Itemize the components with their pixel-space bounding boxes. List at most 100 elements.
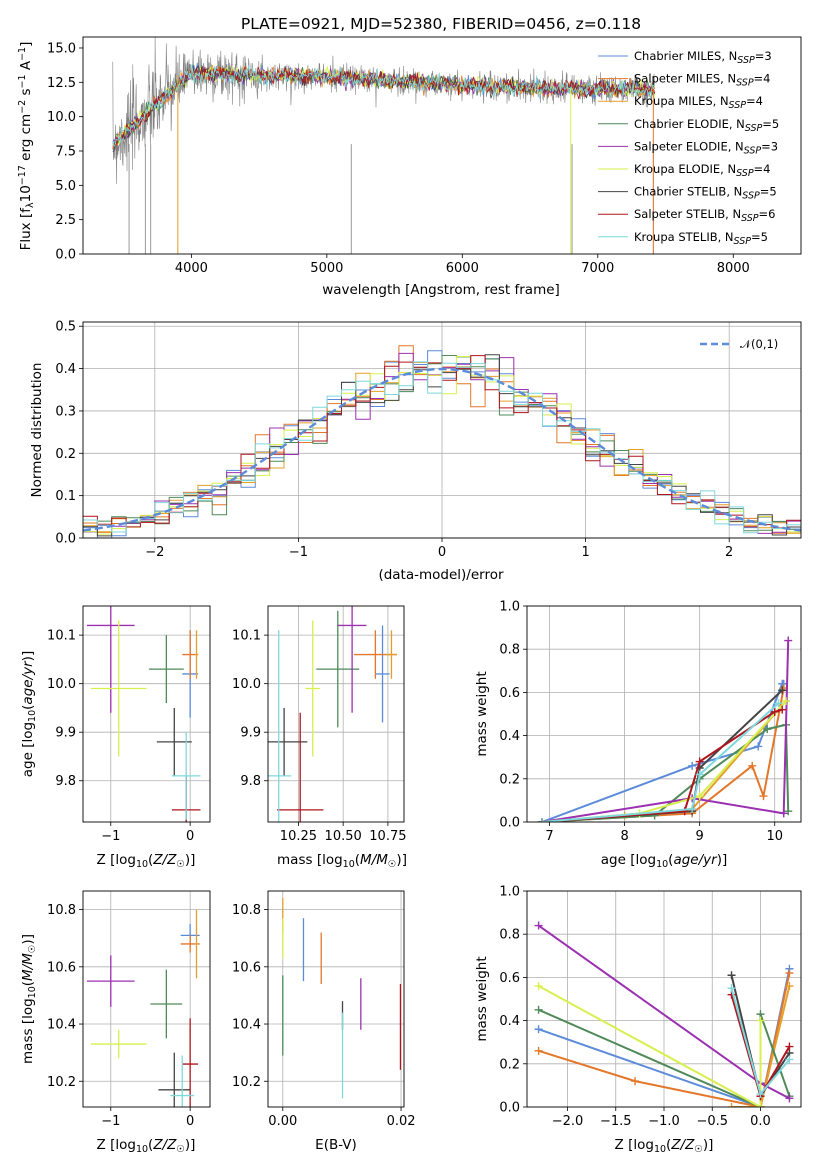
axes-frame [267, 605, 405, 823]
weight-line [731, 985, 791, 1107]
axes-frame [82, 36, 802, 255]
legend-label-kroupa_miles: Kroupa MILES, NSSP=4 [634, 94, 763, 111]
weight-marker [781, 697, 790, 706]
weight-marker [784, 636, 793, 645]
weight-marker [727, 984, 736, 993]
weight-marker [778, 686, 787, 695]
tick-label-y: 0.8 [499, 928, 520, 943]
weight-line [541, 702, 780, 822]
tick-label-x: −1 [289, 545, 308, 560]
tick-label-x: 4000 [175, 261, 208, 276]
errorbar-kroupa_stelib [170, 1055, 195, 1107]
weight-marker [785, 969, 794, 978]
tick-label-y: 10.2 [47, 1075, 76, 1090]
weight-marker [538, 818, 547, 822]
weight-line [538, 985, 762, 1107]
legend-label-salpeter_miles: Salpeter MILES, NSSP=4 [634, 72, 771, 89]
weight-marker [534, 1046, 543, 1055]
tick-label-x: −0.5 [696, 1114, 728, 1129]
weight-marker [534, 921, 543, 930]
weight-line [538, 972, 791, 1107]
tick-label-y: 0.0 [55, 248, 76, 263]
errorbar-kroupa_miles [194, 630, 199, 679]
tick-label-x: 1 [581, 545, 589, 560]
tick-label-y: 10.6 [232, 960, 261, 975]
errorbar-kroupa_miles [194, 909, 199, 979]
weight-marker [785, 982, 794, 991]
y-axis-label: age [log10(age/yr)] [20, 651, 38, 777]
legend-label-chabrier_miles: Chabrier MILES, NSSP=3 [634, 49, 772, 66]
weight-series-kroupa_elodie [534, 982, 765, 1107]
residual-histogram-panel: −2 −1 0 1 2 0.0 0.1 0.2 0.3 0.4 0.5 (data-model)/er… [29, 320, 802, 583]
tick-label-y: 1.0 [499, 600, 520, 615]
errorbar-salpeter_stelib [276, 712, 324, 822]
weight-marker [785, 1055, 794, 1064]
x-axis-label: (data-model)/error [378, 567, 504, 583]
weight-series-kroupa_stelib [727, 984, 794, 1099]
weight-marker [759, 792, 768, 801]
axes-frame [82, 321, 802, 539]
weight-marker [784, 807, 793, 816]
weight-marker [770, 707, 779, 716]
observed-spectrum-line [112, 37, 655, 184]
mass-vs-metallicity-panel: −1 0 10.2 10.4 10.6 10.8 Z [log10(Z/Z☉)] mass [… [20, 890, 211, 1155]
tick-label-y: 10.4 [47, 1018, 76, 1033]
tick-label-x: 0.02 [387, 1114, 416, 1129]
weight-marker [695, 770, 704, 779]
tick-label-y: 0.2 [55, 447, 76, 462]
legend-label-kroupa_stelib: Kroupa STELIB, NSSP=5 [634, 230, 768, 247]
weight-series-chabrier_miles [538, 679, 788, 822]
errorbar-salpeter_stelib [182, 1018, 199, 1107]
chart-title: PLATE=0921, MJD=52380, FIBERID=0456, z=0… [241, 15, 641, 33]
weight-marker [756, 1016, 765, 1025]
weight-marker [534, 1005, 543, 1014]
weight-marker [774, 699, 783, 708]
tick-label-y: 9.8 [55, 774, 76, 789]
tick-label-x: 7000 [581, 261, 614, 276]
weight-marker [779, 809, 788, 818]
y-axis-label: mass weight [474, 671, 490, 756]
mass-vs-ebv-panel: 0.00 0.02 10.2 10.4 10.6 10.8 E(B-V) [232, 890, 416, 1153]
legend-label-chabrier_stelib: Chabrier STELIB, NSSP=5 [634, 185, 777, 202]
y-axis-label: mass [log10(M/M☉)] [20, 934, 38, 1064]
errorbar-kroupa_stelib [171, 732, 201, 820]
tick-label-x: 10.50 [325, 829, 362, 844]
weight-marker [534, 1025, 543, 1034]
weight-series-salpeter_elodie [538, 636, 793, 822]
tick-label-y: 1.0 [499, 885, 520, 900]
axes-frame [82, 890, 211, 1108]
errorbar-kroupa_elodie [305, 620, 320, 757]
normal-curve [83, 367, 801, 532]
tick-label-x: 9 [696, 829, 704, 844]
legend-label-kroupa_elodie: Kroupa ELODIE, NSSP=4 [634, 162, 771, 179]
weight-marker [534, 982, 543, 991]
weight-line [541, 700, 787, 822]
age-vs-mass-panel: 10.25 10.50 10.75 9.8 9.9 10.0 10.1 mass [log10… [232, 605, 407, 870]
tick-label-x: −2.0 [552, 1114, 584, 1129]
weight-marker [785, 1042, 794, 1051]
weight-marker [778, 705, 787, 714]
x-axis-label: E(B-V) [315, 1137, 357, 1153]
weight-marker [727, 1103, 736, 1107]
errorbar-chabrier_elodie [148, 635, 184, 704]
tick-label-x: −1 [101, 1114, 120, 1129]
weight-marker [763, 725, 772, 734]
errorbar-salpeter_elodie [337, 606, 367, 713]
tick-label-y: 0.2 [499, 772, 520, 787]
weight-marker [748, 761, 757, 770]
spectrum-panel: 4000 5000 6000 7000 8000 0.0 2.5 5.0 7.5 10.0 12.5… [17, 15, 802, 298]
tick-label-y: 9.9 [240, 726, 261, 741]
x-axis-label: Z [log10(Z/Z☉)] [97, 1137, 196, 1155]
tick-label-y: 0.2 [499, 1057, 520, 1072]
tick-label-x: 7 [545, 829, 553, 844]
tick-label-y: 10.1 [47, 629, 76, 644]
tick-label-y: 10.8 [232, 903, 261, 918]
tick-label-y: 0.0 [55, 532, 76, 547]
weight-line [541, 682, 784, 822]
age-vs-metallicity-panel: −1 0 9.8 9.9 10.0 10.1 Z [log10(Z/Z☉)] age [log… [20, 605, 211, 870]
x-axis-label: Z [log10(Z/Z☉)] [97, 852, 196, 870]
tick-label-y: 0.4 [55, 362, 76, 377]
errorbar-salpeter_elodie [86, 955, 135, 1007]
tick-label-y: 10.0 [47, 677, 76, 692]
tick-label-x: 0 [438, 545, 446, 560]
